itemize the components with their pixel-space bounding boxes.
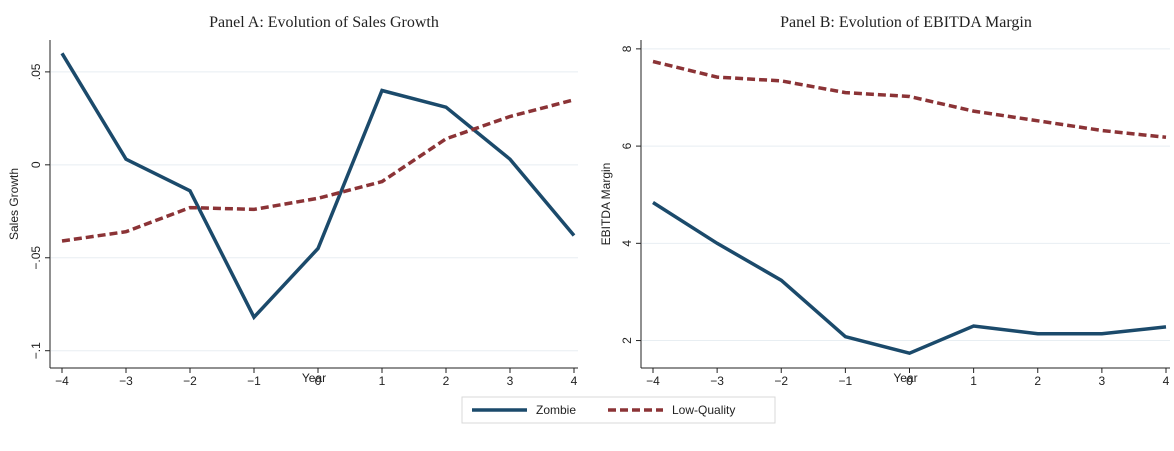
panel-a-y-tick-label: −.05 [29, 246, 43, 270]
panel-a-x-tick-label: 3 [507, 374, 514, 388]
panel-a-x-axis-title: Year [302, 371, 326, 385]
panel-b-x-tick-label: −3 [710, 374, 724, 388]
panel-a-series-zombie-line [60, 52, 576, 321]
panel-a-x-tick-label: −3 [119, 374, 133, 388]
panel-b-series-zombie-line [652, 201, 1167, 356]
panel-b-y-tick-label: 2 [620, 337, 634, 344]
panel-a-x-tick-label: 4 [571, 374, 578, 388]
panel-a-y-tick-label: −.1 [29, 342, 43, 359]
panel-b-y-tick-label: 8 [620, 45, 634, 52]
panel-a-x-tick-label: 2 [443, 374, 450, 388]
panel-b-y-tick-label: 4 [620, 240, 634, 247]
panel-b-chart: Panel B: Evolution of EBITDA Margin 2 4 6 8 −… [599, 14, 1170, 388]
panel-a-x-tick-label: −1 [247, 374, 261, 388]
panel-a-x-tick-label: 1 [379, 374, 386, 388]
chart-legend: Zombie Low-Quality [461, 396, 776, 424]
panel-b-x-tick-label: −2 [774, 374, 788, 388]
panel-a-chart: Panel A: Evolution of Sales Growth −.1 −.0… [7, 14, 578, 388]
panel-a-y-tick-label: 0 [29, 161, 43, 168]
panel-b-x-tick-label: 3 [1099, 374, 1106, 388]
legend-label-zombie: Zombie [536, 403, 576, 417]
panel-a-x-tick-label: 0 [315, 374, 322, 388]
panel-a-y-tick-label: .05 [29, 63, 43, 80]
panel-b-x-tick-label: −1 [839, 374, 853, 388]
panel-b-y-tick-label: 6 [620, 142, 634, 149]
panel-a-series-low-quality-line [61, 98, 575, 243]
panel-a-y-axis-title: Sales Growth [7, 168, 21, 240]
panel-b-x-tick-label: 4 [1163, 374, 1170, 388]
legend-label-low-quality: Low-Quality [672, 403, 735, 417]
panel-b-title: Panel B: Evolution of EBITDA Margin [780, 14, 1032, 31]
panel-b-x-tick-label: 1 [970, 374, 977, 388]
panel-b-y-axis-title: EBITDA Margin [599, 163, 613, 246]
panel-b-x-tick-label: 0 [906, 374, 913, 388]
panel-b-x-axis-title: Year [893, 371, 917, 385]
panel-a-x-tick-label: −2 [183, 374, 197, 388]
panel-a-title: Panel A: Evolution of Sales Growth [209, 14, 439, 31]
panel-a-x-tick-label: −4 [55, 374, 69, 388]
panel-b-series-low-quality-line [652, 59, 1167, 140]
panel-b-x-tick-label: 2 [1034, 374, 1041, 388]
panel-b-x-tick-label: −4 [646, 374, 660, 388]
